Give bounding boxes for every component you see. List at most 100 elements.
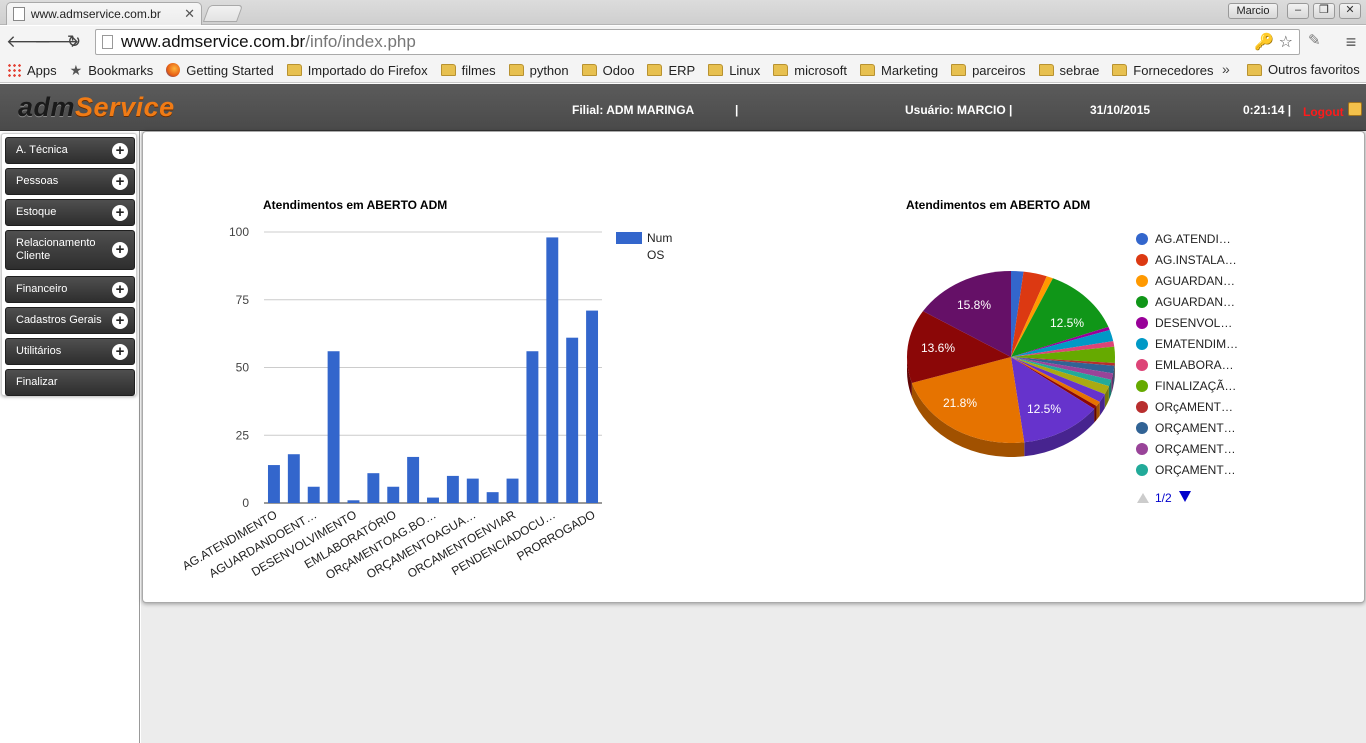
expand-plus-icon: + (112, 173, 128, 190)
sidebar-item[interactable]: Pessoas + (5, 168, 135, 195)
pie-slice (1011, 357, 1100, 407)
bar (427, 497, 439, 503)
page-icon (102, 35, 113, 49)
time-label: 0:21:14 | (1243, 103, 1292, 117)
pie-slice-side (907, 357, 912, 397)
legend-label: ORÇAMENT… (1155, 442, 1236, 456)
folder-icon (1038, 64, 1054, 76)
legend-label: Num (647, 231, 672, 245)
extension-icon[interactable]: ✎ (1308, 32, 1321, 49)
tab-close-icon[interactable]: ✕ (184, 6, 195, 21)
bar (586, 310, 599, 503)
sidebar-item-label: Estoque (16, 206, 57, 218)
bookmark-item[interactable]: microsoft (773, 63, 847, 78)
legend-swatch (616, 232, 642, 244)
window-user-badge[interactable]: Marcio (1228, 3, 1278, 19)
close-window-button[interactable]: ✕ (1339, 3, 1361, 19)
bookmark-item[interactable]: Fornecedores (1112, 63, 1214, 78)
bookmark-item[interactable]: Getting Started (166, 62, 274, 78)
browser-toolbar: 🡐 🡒 ↻ www.admservice.com.br/info/index.p… (0, 26, 1366, 58)
expand-plus-icon: + (112, 142, 128, 159)
bar (327, 351, 340, 503)
bookmark-item[interactable]: parceiros (951, 63, 1026, 78)
menu-icon[interactable]: ≡ (1345, 32, 1357, 52)
sidebar-item-label: Relacionamento Cliente (16, 237, 96, 262)
bookmark-item[interactable]: ERP (647, 63, 695, 78)
y-tick-label: 25 (236, 428, 250, 442)
logout-link[interactable]: Logout (1303, 105, 1344, 119)
back-icon[interactable]: 🡐 (6, 32, 52, 51)
user-label: Usuário: MARCIO | (905, 103, 1013, 117)
legend-label: OS (647, 248, 664, 262)
folder-icon (773, 64, 789, 76)
sidebar-item[interactable]: Relacionamento Cliente + (5, 230, 135, 270)
legend-prev-page-icon (1137, 493, 1149, 503)
pie-slice (1011, 330, 1114, 357)
bookmark-item[interactable]: ★ Bookmarks (70, 62, 154, 79)
bar (387, 486, 400, 503)
minimize-button[interactable]: ‒ (1287, 3, 1309, 19)
pie-slice-side (1113, 365, 1115, 388)
bookmark-label: Linux (729, 62, 761, 78)
pie-slice (1011, 276, 1053, 357)
bar-chart-title: Atendimentos em ABERTO ADM (263, 198, 447, 212)
sidebar-item[interactable]: Financeiro + (5, 276, 135, 303)
sidebar: A. Técnica + Pessoas + Estoque + Relacionament… (0, 131, 140, 743)
pie-slice-side (1094, 406, 1097, 423)
sidebar-item[interactable]: Utilitários + (5, 338, 135, 365)
bookmark-label: Getting Started (186, 62, 274, 78)
sidebar-item[interactable]: Estoque + (5, 199, 135, 226)
legend-swatch (1136, 401, 1148, 413)
legend-swatch (1136, 317, 1148, 329)
folder-icon (647, 64, 663, 76)
bar (287, 454, 300, 503)
pie-slice-side (1099, 394, 1105, 416)
bookmark-item[interactable]: filmes (440, 63, 496, 78)
pie-slice (1011, 326, 1110, 357)
sidebar-item[interactable]: Finalizar (5, 369, 135, 396)
sidebar-item[interactable]: A. Técnica + (5, 137, 135, 164)
other-bookmarks[interactable]: Outros favoritos (1247, 62, 1360, 77)
legend-swatch (1136, 233, 1148, 245)
reload-icon[interactable]: ↻ (66, 32, 82, 51)
bookmark-item[interactable]: Importado do Firefox (286, 63, 428, 78)
bookmark-star-icon[interactable]: 🔑 ☆ (1254, 34, 1293, 51)
expand-plus-icon: + (112, 242, 128, 258)
sidebar-item[interactable]: Cadastros Gerais + (5, 307, 135, 334)
y-tick-label: 0 (242, 496, 249, 510)
bookmark-item[interactable]: python (508, 62, 569, 78)
legend-swatch (1136, 296, 1148, 308)
bookmark-item[interactable]: sebrae (1038, 63, 1099, 78)
bookmark-item[interactable]: Marketing (860, 63, 938, 78)
more-bookmarks-chevron[interactable]: » (1222, 61, 1230, 77)
bar (347, 500, 360, 503)
header-separator: | (735, 103, 739, 117)
pie-slice-label: 21.8% (943, 396, 977, 410)
legend-next-page-icon[interactable] (1179, 491, 1191, 502)
legend-label: DESENVOL… (1155, 316, 1232, 330)
bookmark-label: Odoo (602, 62, 635, 78)
pie-chart-title: Atendimentos em ABERTO ADM (906, 198, 1090, 212)
legend-label: ORÇAMENT… (1155, 463, 1236, 477)
forward-icon[interactable]: 🡒 (34, 32, 80, 51)
new-tab-button[interactable] (202, 5, 244, 22)
pie-slice (1011, 357, 1105, 402)
bookmark-item[interactable]: Apps (7, 63, 57, 78)
maximize-button[interactable]: ❐ (1313, 3, 1335, 19)
browser-tab[interactable]: www.admservice.com.br ✕ (6, 2, 202, 25)
pie-slice-label: 15.8% (957, 298, 991, 312)
pie-slice-side (1111, 373, 1114, 394)
address-bar[interactable]: www.admservice.com.br/info/index.php 🔑 ☆ (95, 29, 1300, 55)
bookmark-item[interactable]: Linux (708, 63, 760, 78)
folder-icon (951, 64, 967, 76)
bookmark-label: python (529, 62, 569, 78)
folder-icon (581, 64, 597, 76)
logout-icon[interactable] (1348, 102, 1362, 116)
logo: admService (18, 92, 175, 122)
folder-icon (286, 64, 302, 76)
bookmark-item[interactable]: Odoo (581, 62, 635, 78)
other-bookmarks-label: Outros favoritos (1268, 62, 1360, 77)
sidebar-menu: A. Técnica + Pessoas + Estoque + Relacionament… (1, 133, 137, 396)
bar (546, 237, 559, 504)
pie-slice-label: 12.5% (1027, 402, 1061, 416)
